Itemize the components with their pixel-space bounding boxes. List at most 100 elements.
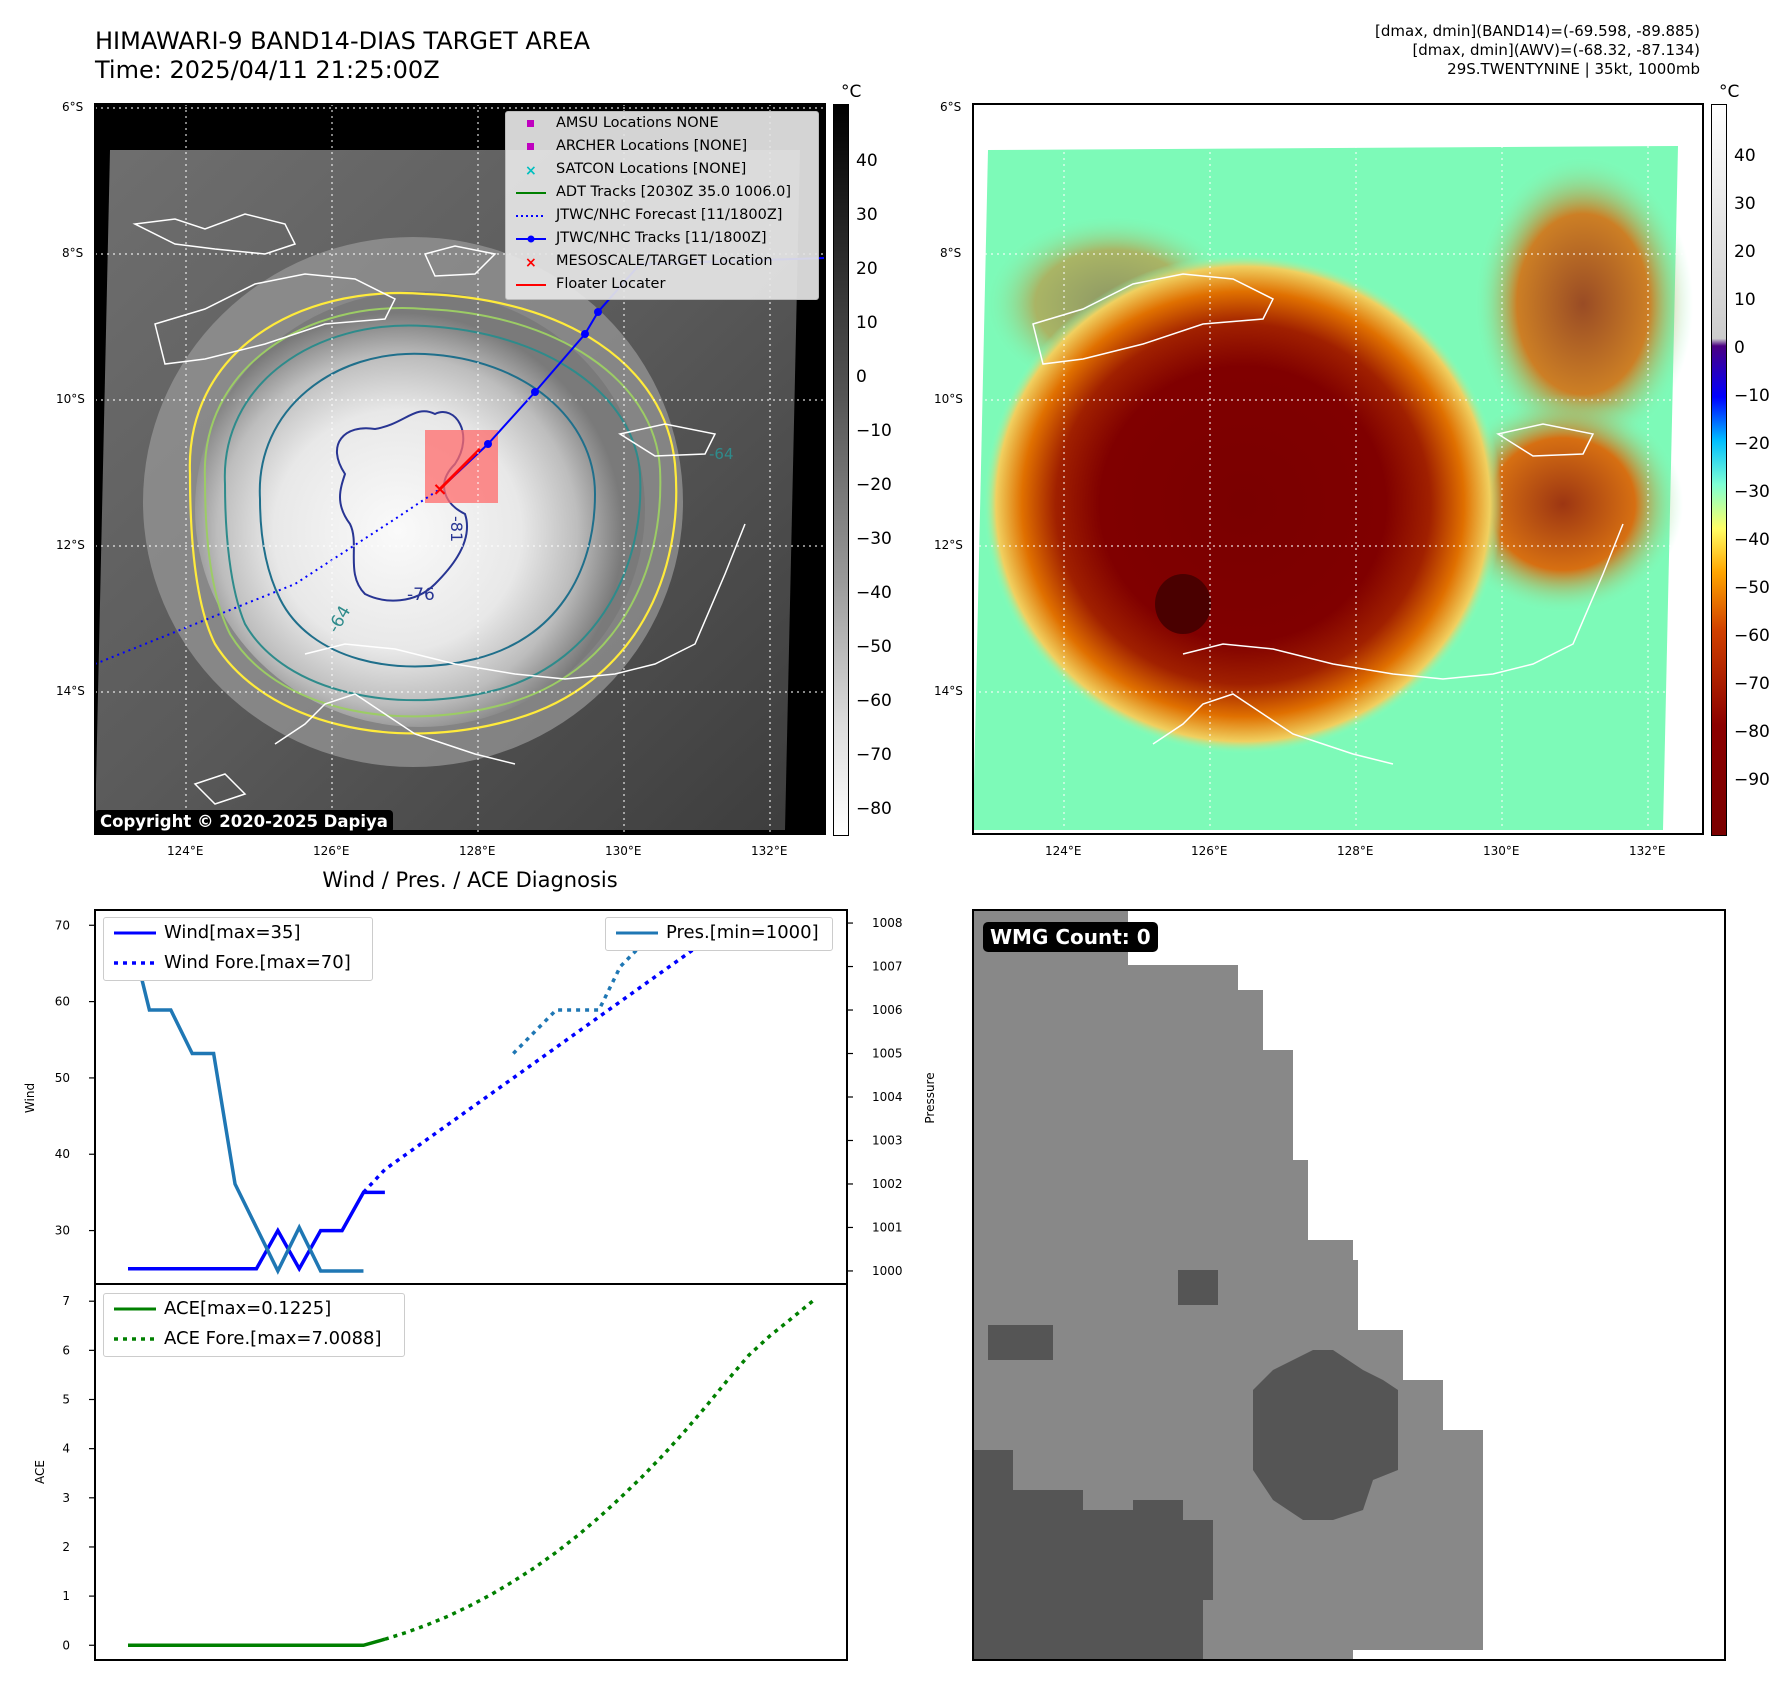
cb-right-tick-m50: −50 [1734, 578, 1770, 598]
wmg-panel [973, 910, 1725, 1660]
awv-map-canvas [973, 104, 1703, 834]
figure-title: HIMAWARI-9 BAND14-DIAS TARGET AREA Time:… [95, 27, 590, 85]
cb-right-tick-m40: −40 [1734, 530, 1770, 550]
cb-left-tick-40: 40 [856, 151, 878, 171]
ace-series-1-forecast [384, 1299, 815, 1641]
wind-legend: Wind[max=35] Wind Fore.[max=70] [103, 917, 373, 981]
wmg-frame [972, 909, 1726, 1661]
lon-label-132e: 132°E [751, 844, 788, 858]
ace-tick-label-1: 1 [62, 1589, 70, 1603]
awv-lat-14s: 14°S [934, 684, 963, 698]
contour-yellow [188, 291, 678, 735]
awv-stats: [dmax, dmin](AWV)=(-68.32, -87.134) [1412, 41, 1700, 59]
pres-tick-label-5: 1005 [872, 1047, 903, 1061]
legend-archer: ARCHER Locations [NONE] [506, 135, 818, 158]
ace-series [128, 1299, 815, 1648]
contour-teal [223, 324, 642, 702]
wmg-canvas [973, 910, 1725, 1660]
pres-tick-label-0: 1000 [872, 1264, 903, 1278]
map-legend: AMSU Locations NONE ARCHER Locations [NO… [505, 111, 819, 300]
ace-axis-ticks: 0 1 2 3 4 5 6 7 [62, 1294, 95, 1652]
cb-left-tick-m30: −30 [856, 529, 892, 549]
diagnosis-title: Wind / Pres. / ACE Diagnosis [322, 868, 618, 892]
lon-label-124e: 124°E [167, 844, 204, 858]
legend-satcon: × SATCON Locations [NONE] [525, 161, 747, 179]
lon-label-130e: 130°E [605, 844, 642, 858]
cb-right-tick-30: 30 [1734, 194, 1756, 214]
wind-tick-label-1: 40 [55, 1147, 70, 1161]
pressure-series [126, 921, 815, 1275]
contour-label-76: -76 [407, 585, 435, 605]
wind-tick-label-2: 50 [55, 1071, 70, 1085]
ace-tick-label-3: 3 [62, 1491, 70, 1505]
contour-label-81: -81 [447, 516, 466, 542]
legend-amsu: AMSU Locations NONE [506, 112, 818, 135]
awv-colorbar-unit: °C [1719, 82, 1740, 102]
cb-left-tick-m50: −50 [856, 637, 892, 657]
wind-series-1-forecast [362, 923, 813, 1194]
cb-left-tick-m10: −10 [856, 421, 892, 441]
ace-legend: ACE[max=0.1225] ACE Fore.[max=7.0088] [103, 1293, 405, 1357]
title-line-1: HIMAWARI-9 BAND14-DIAS TARGET AREA [95, 27, 591, 55]
awv-lon-124e: 124°E [1045, 844, 1082, 858]
legend-jtwc-tracks: JTWC/NHC Tracks [11/1800Z] [506, 227, 818, 250]
awv-lat-6s: 6°S [940, 100, 962, 114]
wmg-dark-region-core [1253, 1350, 1398, 1520]
cb-left-tick-m40: −40 [856, 583, 892, 603]
title-line-2: Time: 2025/04/11 21:25:00Z [95, 56, 440, 84]
wind-axis-ticks: 30 40 50 60 70 [55, 918, 95, 1238]
awv-lon-130e: 130°E [1483, 844, 1520, 858]
stats-block: [dmax, dmin](BAND14)=(-69.598, -89.885) … [1180, 22, 1700, 79]
target-x-marker: × [432, 479, 447, 500]
lat-label-12s: 12°S [56, 538, 85, 552]
cb-right-tick-m70: −70 [1734, 674, 1770, 694]
svg-text:×: × [525, 255, 537, 271]
wind-legend-obs: Wind[max=35] [114, 922, 301, 943]
pres-tick-label-3: 1003 [872, 1133, 903, 1147]
cb-left-tick-m70: −70 [856, 745, 892, 765]
awv-map-frame [972, 103, 1704, 835]
pres-tick-label-7: 1007 [872, 960, 903, 974]
awv-lon-128e: 128°E [1337, 844, 1374, 858]
ace-tick-label-7: 7 [62, 1294, 70, 1308]
legend-floater: Floater Locater [516, 276, 666, 292]
awv-lat-12s: 12°S [934, 538, 963, 552]
legend-adt: ADT Tracks [2030Z 35.0 1006.0] [516, 184, 792, 200]
awv-map [973, 104, 1703, 834]
pres-tick-label-8: 1008 [872, 916, 903, 930]
contour-dark-teal [258, 352, 597, 668]
svg-text:×: × [525, 163, 537, 179]
band14-map: × -64 -76 -81 -64 [94, 104, 826, 834]
lat-label-10s: 10°S [56, 392, 85, 406]
cb-right-tick-0: 0 [1734, 338, 1745, 358]
wind-legend-fore: Wind Fore.[max=70] [114, 952, 351, 973]
copyright-label: Copyright © 2020-2025 Dapiya [95, 810, 393, 833]
contour-navy [335, 410, 468, 602]
pressure-legend: Pres.[min=1000] [605, 917, 833, 951]
cb-right-tick-m80: −80 [1734, 722, 1770, 742]
pressure-ylabel: Pressure [923, 1072, 937, 1123]
lon-label-128e: 128°E [459, 844, 496, 858]
ace-legend-obs: ACE[max=0.1225] [114, 1298, 332, 1319]
band14-map-frame [94, 103, 826, 835]
wind-tick-label-0: 30 [55, 1224, 70, 1238]
wmg-count-badge: WMG Count: 0 [983, 922, 1158, 952]
lat-label-14s: 14°S [56, 684, 85, 698]
wmg-dark-region-left [973, 1450, 1213, 1660]
awv-lon-132e: 132°E [1629, 844, 1666, 858]
awv-grid [973, 104, 1703, 834]
contour-label-64b: -64 [709, 445, 734, 463]
ace-legend-fore: ACE Fore.[max=7.0088] [114, 1328, 382, 1349]
band14-colorbar [833, 104, 849, 836]
ace-axes-frame [94, 1283, 848, 1661]
ace-ylabel: ACE [33, 1460, 47, 1484]
cb-right-tick-m20: −20 [1734, 434, 1770, 454]
pres-tick-label-6: 1006 [872, 1003, 903, 1017]
awv-lat-10s: 10°S [934, 392, 963, 406]
pres-series-0 [126, 922, 364, 1275]
pressure-axis-ticks: 1000 1001 1002 1003 1004 1005 1006 1007 1008 [847, 916, 903, 1278]
cb-left-tick-m20: −20 [856, 475, 892, 495]
ace-tick-label-5: 5 [62, 1393, 70, 1407]
storm-info: 29S.TWENTYNINE | 35kt, 1000mb [1447, 60, 1700, 78]
contour-green [203, 307, 662, 718]
